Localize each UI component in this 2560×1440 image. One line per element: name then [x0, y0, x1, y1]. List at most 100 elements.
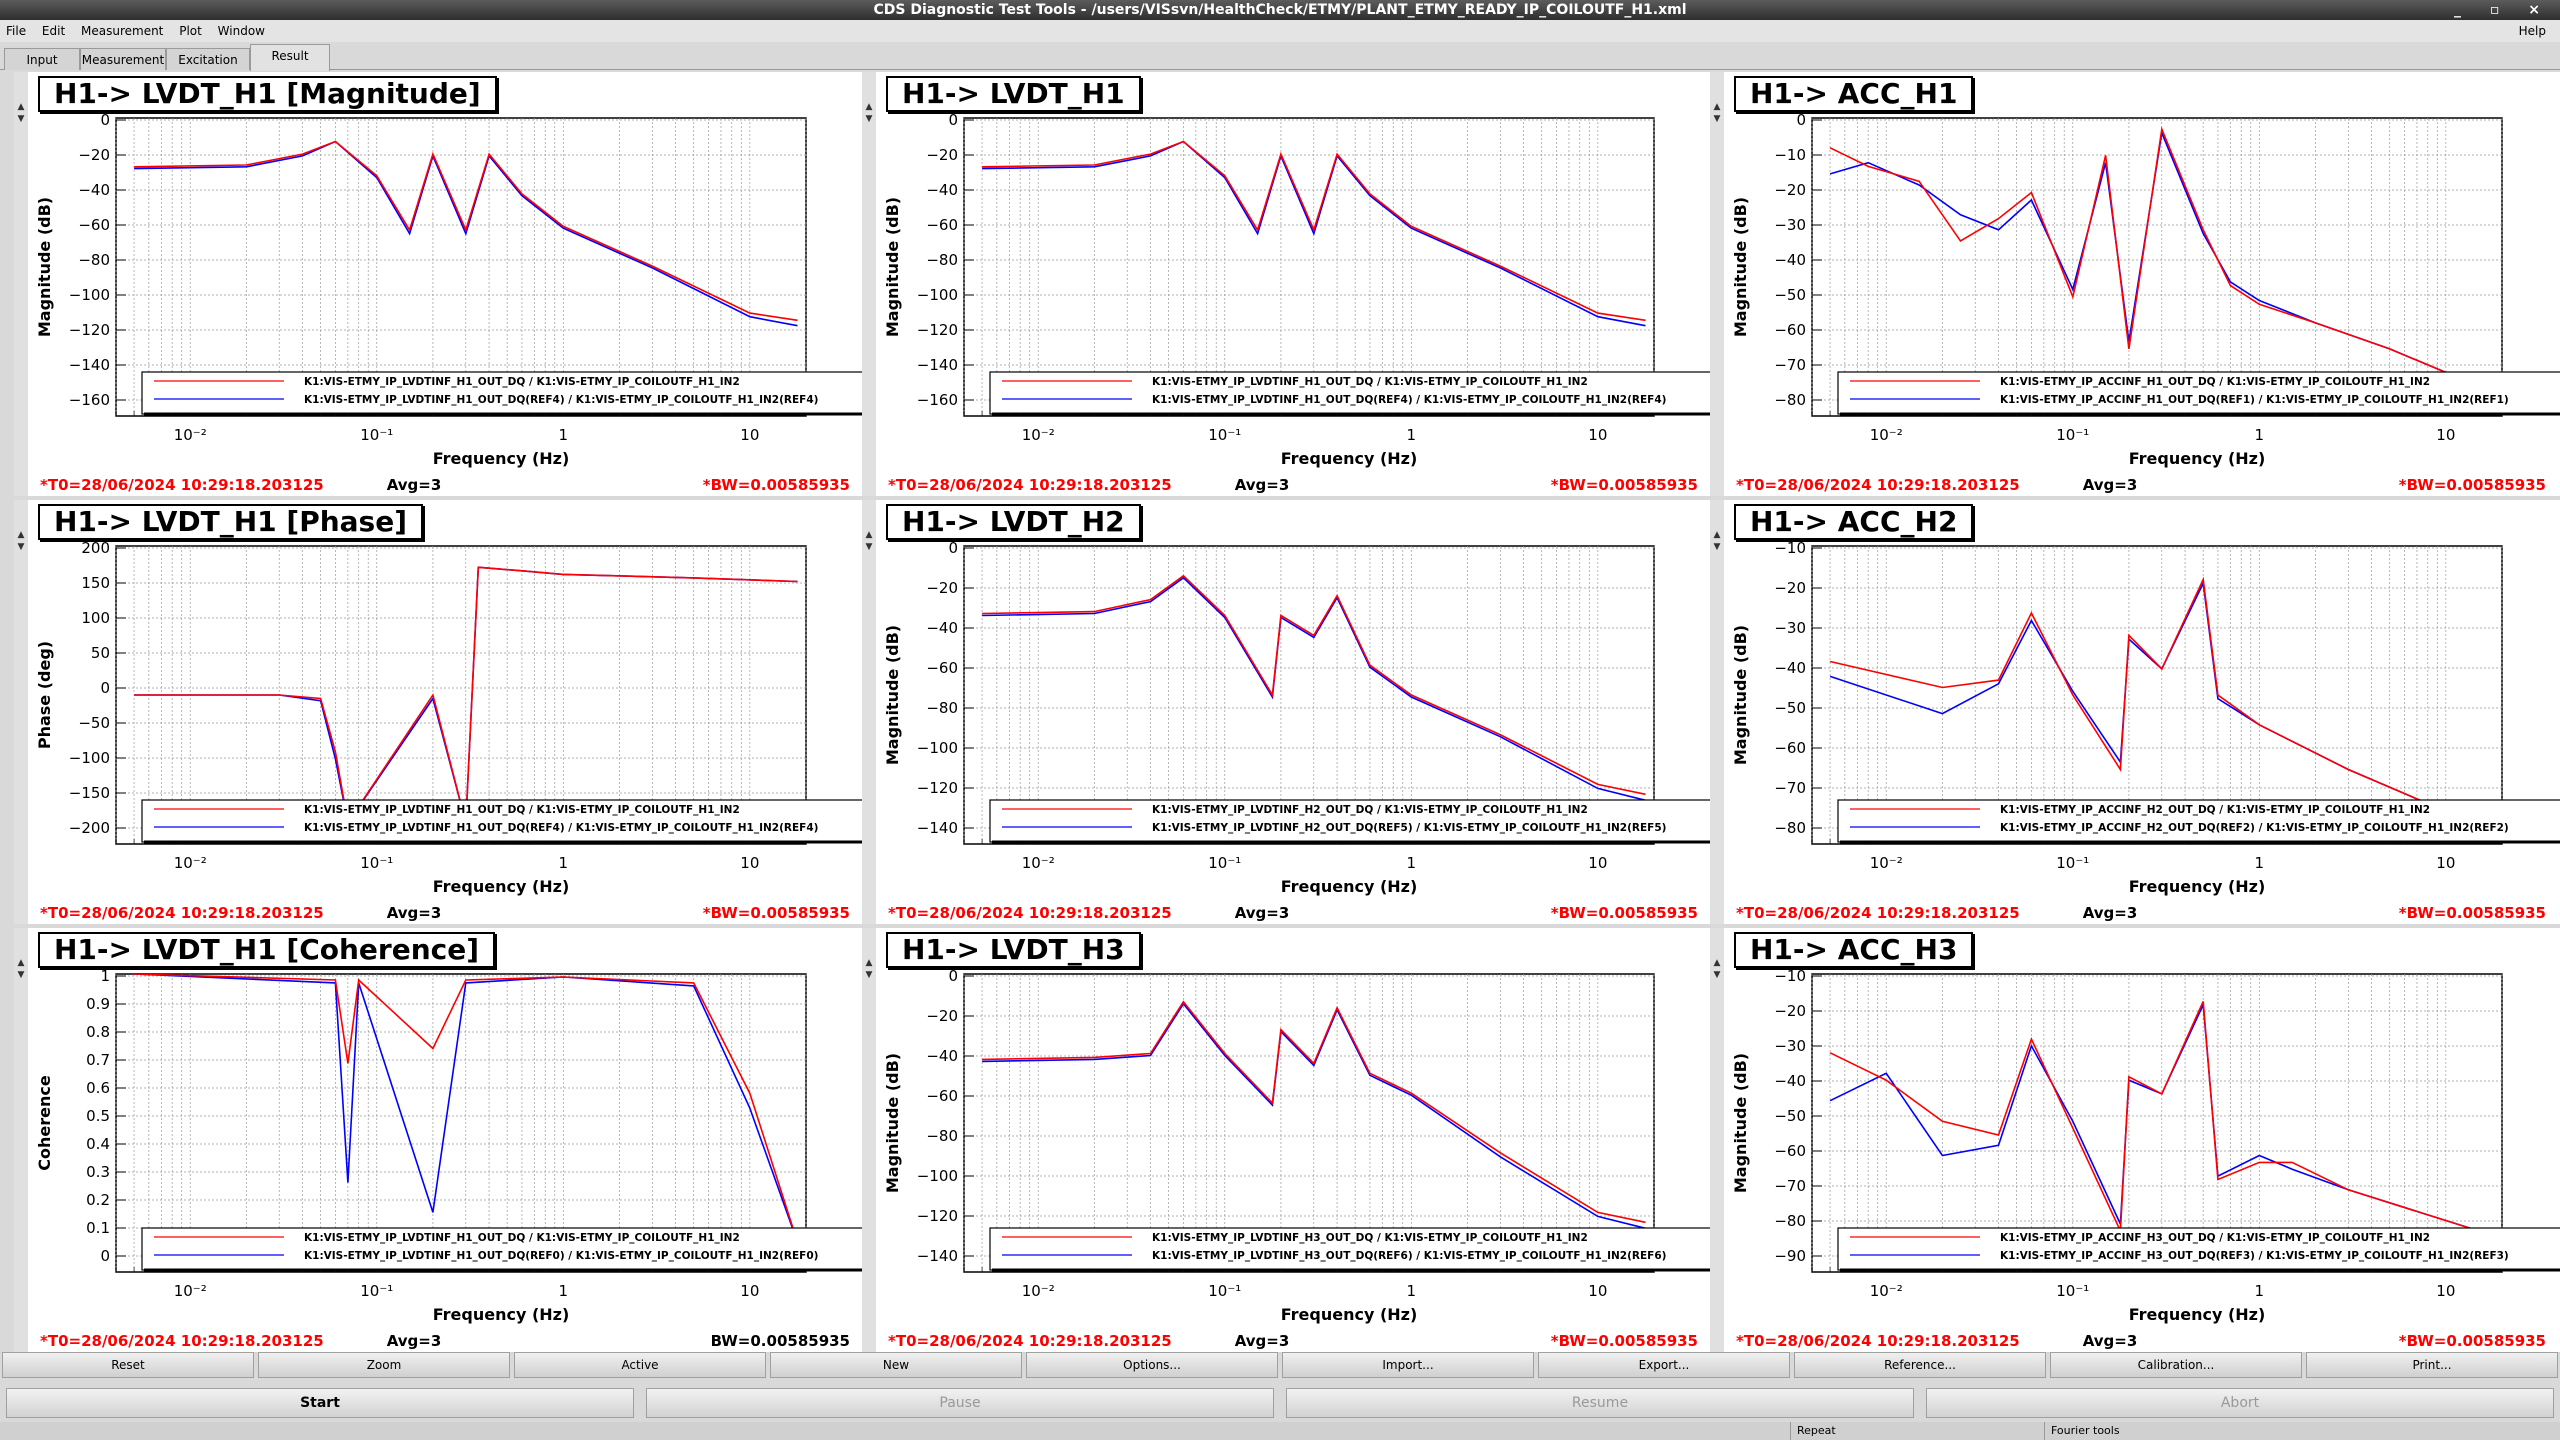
- panel-scrollbar[interactable]: ▲ ▼: [862, 928, 876, 1352]
- y-tick-label: −60: [926, 216, 958, 234]
- scroll-down-icon[interactable]: ▼: [1713, 970, 1721, 980]
- series-line-reference: [982, 576, 1646, 802]
- scroll-down-icon[interactable]: ▼: [1713, 114, 1721, 124]
- panel-scrollbar[interactable]: ▲ ▼: [1710, 72, 1724, 496]
- plot-panel[interactable]: H1-> LVDT_H1 [Phase] 10⁻² 10⁻¹ 1 10 200 150 100…: [28, 500, 874, 924]
- scroll-up-icon[interactable]: ▲: [1713, 530, 1721, 540]
- y-tick-label: −160: [69, 391, 110, 409]
- y-axis-label: Magnitude (dB): [883, 197, 902, 337]
- panel-scrollbar[interactable]: ▲ ▼: [1710, 928, 1724, 1352]
- y-tick-label: −60: [78, 216, 110, 234]
- y-tick-label: −40: [926, 619, 958, 637]
- zoom-button[interactable]: Zoom: [258, 1352, 510, 1378]
- options-button[interactable]: Options...: [1026, 1352, 1278, 1378]
- y-axis-label: Magnitude (dB): [883, 1053, 902, 1193]
- y-tick-label: 0: [1796, 111, 1806, 129]
- legend-entry: K1:VIS-ETMY_IP_ACCINF_H2_OUT_DQ(REF2) / …: [2000, 822, 2509, 834]
- scroll-down-icon[interactable]: ▼: [17, 970, 25, 980]
- plot-panel[interactable]: H1-> ACC_H3 10⁻² 10⁻¹ 1 10 −10 −20 −30 −40 −50 −60…: [1724, 928, 2560, 1352]
- scroll-up-icon[interactable]: ▲: [1713, 102, 1721, 112]
- scroll-up-icon[interactable]: ▲: [865, 530, 873, 540]
- panel-scrollbar[interactable]: ▲ ▼: [862, 500, 876, 924]
- plot-panel[interactable]: H1-> LVDT_H2 10⁻² 10⁻¹ 1 10 0 −20 −40 −60 −80 −100…: [876, 500, 1722, 924]
- y-tick-label: −120: [917, 779, 958, 797]
- x-tick-label: 10⁻²: [174, 1282, 207, 1300]
- y-tick-label: −50: [1774, 286, 1806, 304]
- y-tick-label: −20: [1774, 579, 1806, 597]
- resume-button[interactable]: Resume: [1286, 1388, 1914, 1418]
- bandwidth-label: *BW=0.00585935: [1551, 904, 1698, 922]
- scroll-up-icon[interactable]: ▲: [1713, 958, 1721, 968]
- menu-window[interactable]: Window: [217, 24, 265, 38]
- x-tick-label: 10: [2436, 1282, 2455, 1300]
- scroll-up-icon[interactable]: ▲: [17, 530, 25, 540]
- menu-help[interactable]: Help: [2518, 24, 2546, 38]
- panel-scrollbar[interactable]: ▲ ▼: [1710, 500, 1724, 924]
- scroll-down-icon[interactable]: ▼: [17, 114, 25, 124]
- tab-input[interactable]: Input: [4, 48, 80, 70]
- panel-scrollbar[interactable]: ▲ ▼: [14, 72, 28, 496]
- plot-title: H1-> LVDT_H2: [886, 504, 1141, 540]
- menu-edit[interactable]: Edit: [41, 24, 66, 38]
- reset-button[interactable]: Reset: [2, 1352, 254, 1378]
- y-tick-label: −80: [1774, 1212, 1806, 1230]
- tab-excitation[interactable]: Excitation: [166, 48, 250, 70]
- calibration-button[interactable]: Calibration...: [2050, 1352, 2302, 1378]
- scroll-up-icon[interactable]: ▲: [865, 958, 873, 968]
- menu-measurement[interactable]: Measurement: [81, 24, 164, 38]
- panel-scrollbar[interactable]: ▲ ▼: [14, 928, 28, 1352]
- scroll-up-icon[interactable]: ▲: [865, 102, 873, 112]
- bandwidth-label: *BW=0.00585935: [2399, 476, 2546, 494]
- start-time-label: *T0=28/06/2024 10:29:18.203125: [1736, 1332, 2020, 1350]
- import-button[interactable]: Import...: [1282, 1352, 1534, 1378]
- start-time-label: *T0=28/06/2024 10:29:18.203125: [40, 904, 324, 922]
- new-button[interactable]: New: [770, 1352, 1022, 1378]
- reference-button[interactable]: Reference...: [1794, 1352, 2046, 1378]
- average-count-label: Avg=3: [2083, 904, 2138, 922]
- menu-file[interactable]: File: [6, 24, 27, 38]
- plot-panel[interactable]: H1-> LVDT_H1 [Magnitude] 10⁻² 10⁻¹ 1 10 0 −20 −…: [28, 72, 874, 496]
- y-tick-label: 1: [100, 967, 110, 985]
- scroll-down-icon[interactable]: ▼: [865, 114, 873, 124]
- panel-scrollbar[interactable]: ▲ ▼: [14, 500, 28, 924]
- x-tick-label: 10: [1588, 1282, 1607, 1300]
- abort-button[interactable]: Abort: [1926, 1388, 2554, 1418]
- bandwidth-label: *BW=0.00585935: [2399, 904, 2546, 922]
- menu-plot[interactable]: Plot: [179, 24, 202, 38]
- scroll-down-icon[interactable]: ▼: [865, 970, 873, 980]
- pause-button[interactable]: Pause: [646, 1388, 1274, 1418]
- bandwidth-label: BW=0.00585935: [711, 1332, 850, 1350]
- scroll-up-icon[interactable]: ▲: [17, 958, 25, 968]
- plot-panel[interactable]: H1-> ACC_H2 10⁻² 10⁻¹ 1 10 −10 −20 −30 −40 −50 −60…: [1724, 500, 2560, 924]
- scroll-up-icon[interactable]: ▲: [17, 102, 25, 112]
- plot-panel[interactable]: H1-> LVDT_H1 [Coherence] 10⁻² 10⁻¹ 1 10 1 0.9 0…: [28, 928, 874, 1352]
- x-tick-label: 10⁻¹: [1208, 426, 1241, 444]
- x-tick-label: 1: [2255, 1282, 2265, 1300]
- start-button[interactable]: Start: [6, 1388, 634, 1418]
- panel-scrollbar[interactable]: ▲ ▼: [862, 72, 876, 496]
- y-tick-label: −80: [78, 251, 110, 269]
- series-line-measured: [1829, 1001, 2479, 1232]
- plot-panel[interactable]: H1-> LVDT_H1 10⁻² 10⁻¹ 1 10 0 −20 −40 −60 −80 −100…: [876, 72, 1722, 496]
- x-axis-label: Frequency (Hz): [1281, 1305, 1418, 1324]
- y-tick-label: −10: [1774, 967, 1806, 985]
- scroll-down-icon[interactable]: ▼: [865, 542, 873, 552]
- y-tick-label: 0.3: [86, 1163, 110, 1181]
- y-tick-label: −100: [917, 286, 958, 304]
- legend-entry: K1:VIS-ETMY_IP_LVDTINF_H3_OUT_DQ / K1:VI…: [1152, 1232, 1588, 1244]
- active-button[interactable]: Active: [514, 1352, 766, 1378]
- tab-measurement[interactable]: Measurement: [80, 48, 166, 70]
- series-line-measured: [1829, 126, 2480, 387]
- y-tick-label: −40: [78, 181, 110, 199]
- plot-title: H1-> LVDT_H1 [Coherence]: [38, 932, 496, 968]
- legend-entry: K1:VIS-ETMY_IP_ACCINF_H1_OUT_DQ / K1:VIS…: [2000, 376, 2430, 388]
- x-tick-label: 10⁻²: [1870, 426, 1903, 444]
- export-button[interactable]: Export...: [1538, 1352, 1790, 1378]
- plot-panel[interactable]: H1-> LVDT_H3 10⁻² 10⁻¹ 1 10 0 −20 −40 −60 −80 −100…: [876, 928, 1722, 1352]
- print-button[interactable]: Print...: [2306, 1352, 2558, 1378]
- tab-result[interactable]: Result: [250, 44, 330, 71]
- scroll-down-icon[interactable]: ▼: [17, 542, 25, 552]
- window-controls[interactable]: _ ▫ ×: [2454, 2, 2552, 18]
- scroll-down-icon[interactable]: ▼: [1713, 542, 1721, 552]
- plot-panel[interactable]: H1-> ACC_H1 10⁻² 10⁻¹ 1 10 0 −10 −20 −30 −40 −50 −6…: [1724, 72, 2560, 496]
